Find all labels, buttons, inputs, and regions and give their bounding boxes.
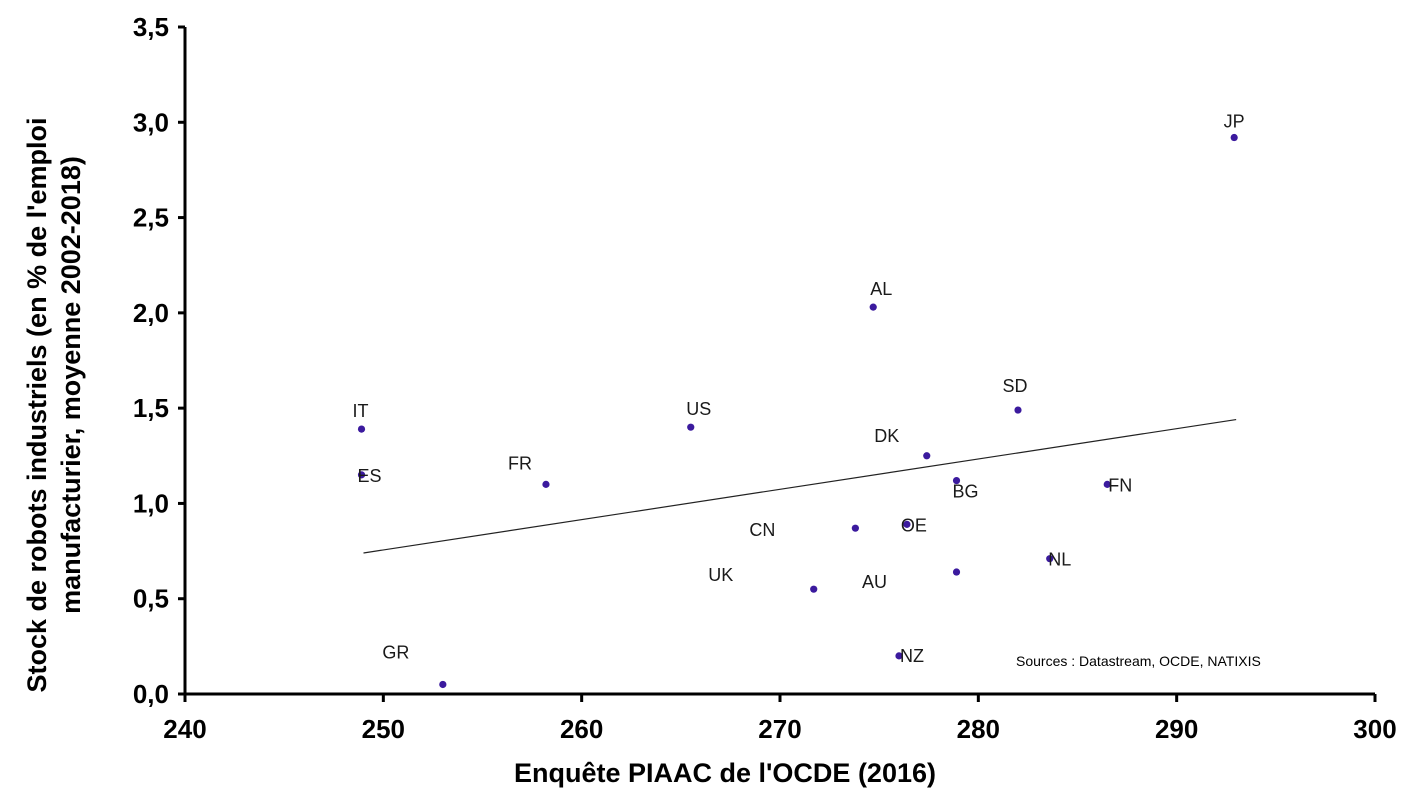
x-tick-label: 240 [163, 714, 206, 744]
data-point-dk [923, 452, 931, 460]
data-point-nz [895, 652, 903, 660]
y-tick-label: 3,5 [133, 12, 169, 42]
point-label-es: ES [358, 466, 382, 486]
trendline-group [363, 418, 1237, 554]
point-label-gr: GR [382, 642, 409, 662]
data-point-uk [810, 585, 818, 593]
y-axis-ticks: 0,0 0,5 1,0 1,5 2,0 2,5 3,0 3,5 [133, 12, 185, 709]
point-label-cn: CN [749, 520, 775, 540]
x-tick-label: 290 [1155, 714, 1198, 744]
data-point-us [687, 423, 695, 431]
x-tick-label: 250 [362, 714, 405, 744]
data-point-oe [903, 520, 911, 528]
x-tick-label: 300 [1353, 714, 1396, 744]
point-label-oe: OE [901, 515, 927, 535]
axes [183, 27, 1375, 696]
y-tick-label: 2,0 [133, 298, 169, 328]
data-point-sd [1014, 406, 1022, 414]
point-label-fn: FN [1108, 475, 1132, 495]
x-axis-title: Enquête PIAAC de l'OCDE (2016) [514, 758, 936, 788]
y-tick-label: 1,5 [133, 393, 169, 423]
point-label-sd: SD [1002, 376, 1027, 396]
y-axis-title-line-2: manufacturier, moyenne 2002-2018) [56, 156, 86, 614]
point-label-jp: JP [1224, 112, 1245, 132]
data-point-cn [851, 524, 859, 532]
data-point-it [357, 425, 366, 433]
y-tick-label: 2,5 [133, 203, 169, 233]
point-label-fr: FR [508, 453, 532, 473]
y-tick-label: 3,0 [133, 107, 169, 137]
data-point-au [952, 568, 961, 576]
x-tick-label: 270 [758, 714, 801, 744]
data-point-gr [439, 680, 447, 689]
x-axis-ticks: 240 250 260 270 280 290 300 [163, 694, 1397, 744]
point-label-it: IT [353, 401, 369, 421]
point-label-dk: DK [874, 426, 899, 446]
data-point-jp [1230, 133, 1238, 142]
point-label-us: US [686, 399, 711, 419]
point-label-nz: NZ [900, 646, 924, 666]
x-tick-label: 260 [560, 714, 603, 744]
data-points: JP AL SD IT US DK ES FR BG FN CN OE NL AU UK NZ GR [353, 112, 1245, 689]
point-label-uk: UK [708, 565, 733, 585]
data-point-nl [1046, 555, 1054, 563]
data-point-bg [952, 476, 961, 485]
data-point-es [357, 471, 366, 479]
data-point-fr [542, 480, 550, 488]
x-tick-label: 280 [957, 714, 1000, 744]
y-tick-label: 0,0 [133, 679, 169, 709]
point-label-nl: NL [1048, 550, 1071, 570]
data-point-fn [1103, 480, 1111, 488]
point-label-au: AU [862, 572, 887, 592]
y-tick-label: 1,0 [133, 488, 169, 518]
point-label-bg: BG [953, 482, 979, 502]
y-tick-label: 0,5 [133, 584, 169, 614]
data-point-al [869, 303, 877, 311]
y-axis-title: Stock de robots industriels (en % de l'e… [22, 117, 86, 692]
point-label-al: AL [870, 279, 892, 299]
y-axis-title-line-1: Stock de robots industriels (en % de l'e… [22, 117, 52, 692]
sources-note: Sources : Datastream, OCDE, NATIXIS [1016, 653, 1261, 669]
trendline [363, 418, 1237, 554]
